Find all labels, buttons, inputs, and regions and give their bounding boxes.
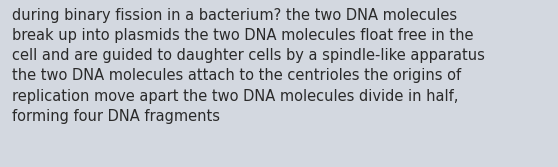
Text: during binary fission in a bacterium? the two DNA molecules
break up into plasmi: during binary fission in a bacterium? th… (12, 8, 485, 124)
